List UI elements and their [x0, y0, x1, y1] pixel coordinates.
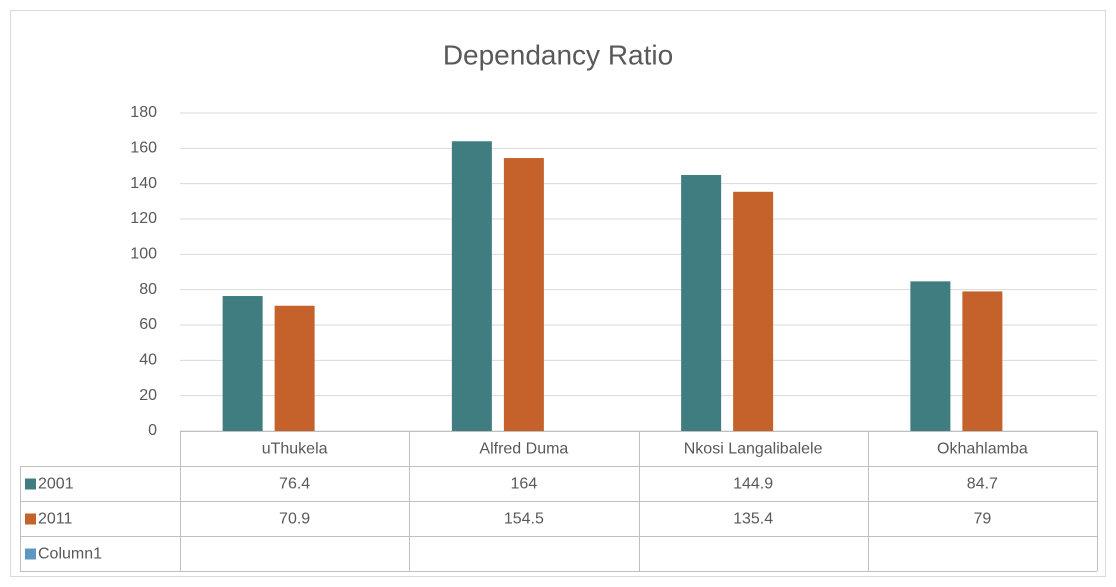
- bar: [733, 191, 774, 431]
- table-value: 144.9: [733, 476, 773, 493]
- bar: [681, 175, 722, 431]
- chart-title: Dependancy Ratio: [443, 39, 673, 70]
- table-value: 70.9: [279, 511, 310, 528]
- x-tick-label: Alfred Duma: [479, 441, 568, 458]
- bar: [274, 305, 315, 431]
- x-tick-label: Okhahlamba: [937, 441, 1028, 458]
- bar: [910, 281, 951, 431]
- bar: [962, 291, 1003, 431]
- y-tick-label: 180: [130, 104, 157, 121]
- y-tick-label: 60: [139, 316, 157, 333]
- legend-key: [25, 548, 36, 560]
- x-tick-label: uThukela: [262, 441, 328, 458]
- table-value: 135.4: [733, 511, 773, 528]
- y-tick-label: 120: [130, 210, 157, 227]
- y-tick-label: 80: [139, 281, 157, 298]
- y-tick-label: 140: [130, 175, 157, 192]
- bar: [451, 141, 492, 431]
- x-tick-label: Nkosi Langalibalele: [684, 441, 823, 458]
- table-value: 76.4: [279, 476, 310, 493]
- legend-label: 2001: [38, 476, 74, 493]
- legend-key: [25, 478, 36, 490]
- table-value: 164: [511, 476, 538, 493]
- y-tick-label: 0: [148, 422, 157, 439]
- legend-key: [25, 513, 36, 525]
- bar: [222, 296, 263, 431]
- y-tick-label: 160: [130, 140, 157, 157]
- bar: [503, 158, 544, 432]
- legend-label: Column1: [38, 546, 102, 563]
- table-value: 79: [973, 511, 991, 528]
- y-tick-label: 20: [139, 387, 157, 404]
- table-value: 84.7: [967, 476, 998, 493]
- legend-label: 2011: [38, 511, 73, 528]
- y-tick-label: 100: [130, 246, 157, 263]
- table-value: 154.5: [504, 511, 544, 528]
- y-tick-label: 40: [139, 352, 157, 369]
